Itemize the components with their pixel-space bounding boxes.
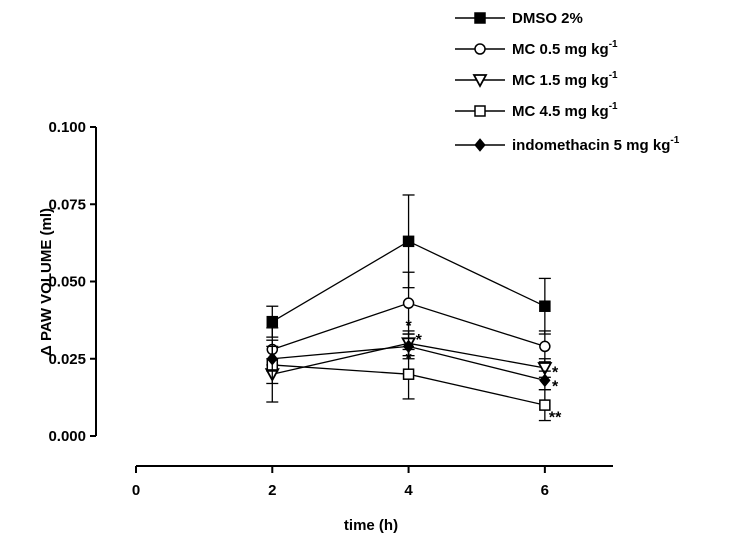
significance-mark: * bbox=[416, 332, 423, 349]
legend-marker bbox=[474, 105, 486, 117]
series-group bbox=[264, 194, 553, 422]
data-point bbox=[539, 340, 551, 353]
data-point bbox=[539, 399, 551, 411]
legend-item-2: MC 0.5 mg kg-1 bbox=[455, 39, 618, 58]
legend: DMSO 2% MC 0.5 mg kg-1 MC 1.5 mg kg-1 MC 4.… bbox=[455, 10, 680, 154]
y-tick-label: 0.075 bbox=[48, 196, 86, 213]
significance-mark: * bbox=[405, 351, 412, 368]
legend-marker bbox=[474, 138, 486, 152]
legend-marker bbox=[474, 12, 486, 24]
data-point bbox=[402, 339, 415, 354]
legend-label: indomethacin 5 mg kg-1 bbox=[512, 135, 680, 154]
data-point bbox=[539, 373, 551, 388]
tick-labels: 0.000 0.025 0.050 0.075 0.100 0 2 4 6 bbox=[48, 119, 549, 499]
x-tick-label: 2 bbox=[268, 482, 276, 499]
legend-marker bbox=[474, 43, 486, 55]
x-tick-label: 0 bbox=[132, 482, 140, 499]
axes bbox=[90, 126, 613, 473]
significance-annotations: ******* bbox=[405, 318, 562, 426]
legend-item-4: MC 4.5 mg kg-1 bbox=[455, 101, 618, 120]
data-point bbox=[266, 315, 279, 328]
data-point bbox=[402, 235, 415, 248]
legend-item-5: indomethacin 5 mg kg-1 bbox=[455, 135, 680, 154]
data-point bbox=[537, 362, 553, 376]
y-axis-label: Δ PAW VOLUME (ml) bbox=[38, 208, 55, 356]
significance-mark: * bbox=[552, 365, 559, 382]
legend-label: MC 1.5 mg kg-1 bbox=[512, 70, 618, 89]
y-tick-label: 0.100 bbox=[48, 119, 86, 136]
x-axis-label: time (h) bbox=[344, 517, 398, 534]
significance-mark: * bbox=[552, 378, 559, 395]
data-point bbox=[402, 297, 415, 309]
legend-label: MC 0.5 mg kg-1 bbox=[512, 39, 618, 58]
x-tick-label: 4 bbox=[404, 482, 413, 499]
legend-item-1: DMSO 2% bbox=[455, 10, 583, 27]
y-tick-label: 0.050 bbox=[48, 274, 86, 291]
data-point bbox=[402, 368, 415, 380]
legend-item-3: MC 1.5 mg kg-1 bbox=[455, 70, 618, 89]
legend-label: DMSO 2% bbox=[512, 10, 583, 27]
legend-marker bbox=[472, 74, 488, 88]
y-tick-label: 0.025 bbox=[48, 351, 86, 368]
x-tick-label: 6 bbox=[541, 482, 549, 499]
data-point bbox=[266, 351, 278, 366]
y-tick-label: 0.000 bbox=[48, 428, 86, 445]
data-point bbox=[539, 300, 551, 312]
series-5 bbox=[266, 333, 551, 391]
significance-mark: ** bbox=[549, 409, 562, 426]
significance-mark: * bbox=[405, 318, 412, 335]
legend-label: MC 4.5 mg kg-1 bbox=[512, 101, 618, 120]
